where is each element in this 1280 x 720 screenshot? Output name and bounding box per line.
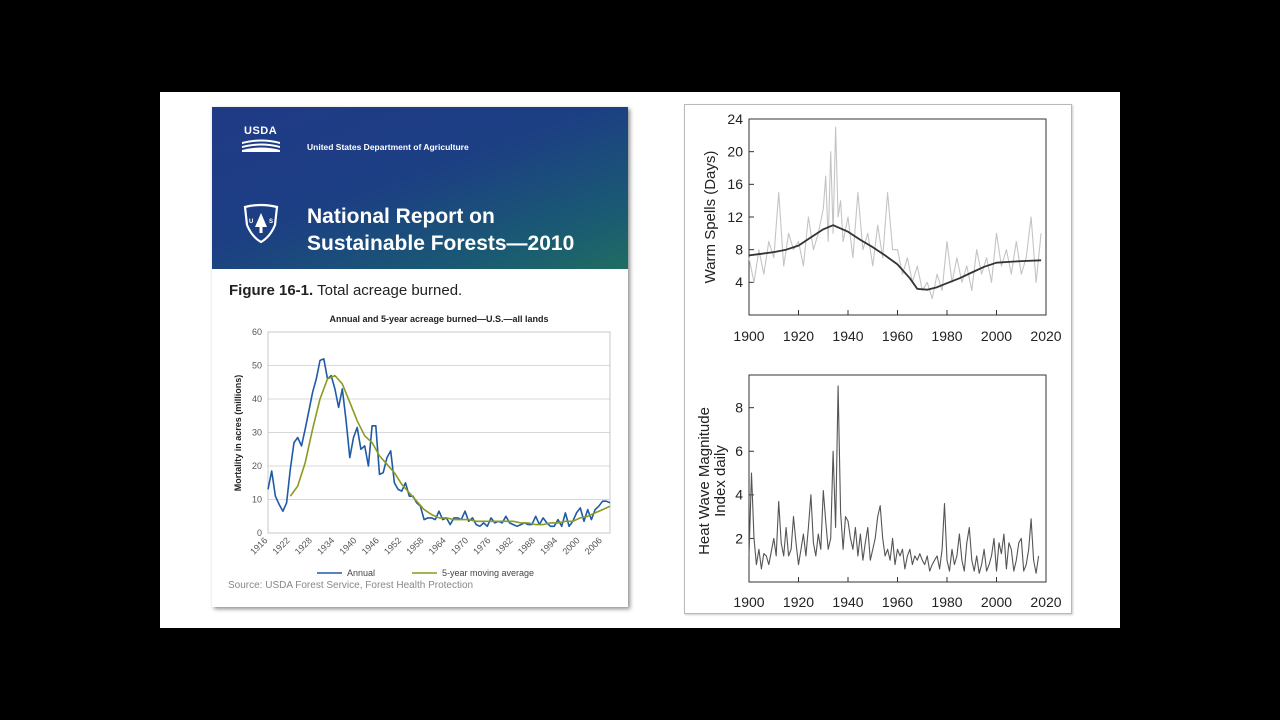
department-name: United States Department of Agriculture xyxy=(307,142,469,152)
y-axis-label: Mortality in acres (millions) xyxy=(233,375,243,492)
y-axis-label: Heat Wave MagnitudeIndex daily xyxy=(696,407,729,555)
x-tick-label: 1960 xyxy=(882,328,913,344)
x-tick-label: 1982 xyxy=(494,535,515,556)
report-title: National Report on Sustainable Forests—2… xyxy=(307,203,617,257)
figure-caption: Figure 16-1. Total acreage burned. xyxy=(229,282,462,299)
series-line xyxy=(267,358,611,528)
svg-text:S: S xyxy=(269,219,273,225)
climate-charts-panel: 4 8 12 16 20 24 1900 1920 1940 1960 1980 2000 2020 Wa… xyxy=(684,104,1072,614)
heat-wave-chart: 2 4 6 8 1900 1920 1940 1960 1980 2000 2020 Heat Wav… xyxy=(696,374,1062,610)
x-tick-label: 1940 xyxy=(337,535,358,556)
y-tick-label: 24 xyxy=(727,111,743,127)
acreage-burned-chart: Annual and 5-year acreage burned—U.S.—al… xyxy=(233,314,611,578)
x-tick-label: 2000 xyxy=(981,594,1012,610)
legend-label-annual: Annual xyxy=(347,568,375,578)
x-tick-label: 1958 xyxy=(404,535,425,556)
y-tick-label: 6 xyxy=(735,443,743,459)
x-tick-label: 1952 xyxy=(382,535,403,556)
y-tick-label: 12 xyxy=(727,209,743,225)
x-tick-label: 2000 xyxy=(981,328,1012,344)
x-tick-label: 1970 xyxy=(449,535,470,556)
warm-spells-chart: 4 8 12 16 20 24 1900 1920 1940 1960 1980 2000 2020 Wa… xyxy=(702,111,1062,344)
y-tick-label: 30 xyxy=(252,428,262,438)
legend-label-moving-average: 5-year moving average xyxy=(442,568,534,578)
series-line xyxy=(748,126,1042,300)
y-tick-label: 0 xyxy=(257,528,262,538)
chart-title: Annual and 5-year acreage burned—U.S.—al… xyxy=(329,314,548,324)
x-tick-label: 1916 xyxy=(248,535,269,556)
y-tick-label: 40 xyxy=(252,394,262,404)
x-tick-label: 1900 xyxy=(733,328,764,344)
x-tick-label: 1920 xyxy=(783,594,814,610)
usda-logo-icon xyxy=(242,139,280,152)
y-tick-label: 10 xyxy=(252,495,262,505)
y-tick-label: 60 xyxy=(252,327,262,337)
x-tick-label: 1920 xyxy=(783,328,814,344)
report-header: USDA United States Department of Agricul… xyxy=(212,107,628,269)
y-tick-label: 50 xyxy=(252,361,262,371)
x-tick-label: 1980 xyxy=(931,594,962,610)
x-tick-label: 1980 xyxy=(931,328,962,344)
figure-caption-text: Total acreage burned. xyxy=(317,282,463,299)
series-line xyxy=(748,385,1040,574)
x-tick-label: 1900 xyxy=(733,594,764,610)
x-tick-label: 1928 xyxy=(293,535,314,556)
x-tick-label: 1988 xyxy=(516,535,537,556)
x-tick-label: 1940 xyxy=(832,328,863,344)
forest-service-shield-icon: U S xyxy=(243,203,279,243)
x-tick-label: 1964 xyxy=(427,535,448,556)
report-title-line1: National Report on xyxy=(307,205,495,228)
source-note: Source: USDA Forest Service, Forest Heal… xyxy=(228,580,474,591)
y-tick-label: 20 xyxy=(727,144,743,160)
figure-label: Figure 16-1. xyxy=(229,282,314,299)
x-tick-label: 2006 xyxy=(583,535,604,556)
svg-text:U: U xyxy=(249,219,253,225)
x-tick-label: 1994 xyxy=(538,535,559,556)
x-tick-label: 1940 xyxy=(832,594,863,610)
x-tick-label: 1960 xyxy=(882,594,913,610)
report-page: USDA United States Department of Agricul… xyxy=(212,107,628,607)
series-line xyxy=(289,374,611,526)
plot-frame xyxy=(267,331,611,534)
x-tick-label: 2020 xyxy=(1030,594,1061,610)
y-axis-label: Warm Spells (Days) xyxy=(702,151,719,284)
report-title-line2: Sustainable Forests—2010 xyxy=(307,232,575,255)
x-tick-label: 2000 xyxy=(560,535,581,556)
y-tick-label: 8 xyxy=(735,400,743,416)
y-tick-label: 20 xyxy=(252,461,262,471)
series-line xyxy=(748,224,1042,291)
x-tick-label: 1946 xyxy=(360,535,381,556)
usda-wordmark: USDA xyxy=(244,125,278,137)
x-tick-label: 1976 xyxy=(471,535,492,556)
y-tick-label: 16 xyxy=(727,176,743,192)
x-tick-label: 1922 xyxy=(270,535,291,556)
x-tick-label: 2020 xyxy=(1030,328,1061,344)
y-tick-label: 8 xyxy=(735,242,743,258)
y-tick-label: 4 xyxy=(735,274,743,290)
y-tick-label: 2 xyxy=(735,530,743,546)
y-tick-label: 4 xyxy=(735,487,743,503)
x-tick-label: 1934 xyxy=(315,535,336,556)
plot-frame xyxy=(748,118,1047,316)
